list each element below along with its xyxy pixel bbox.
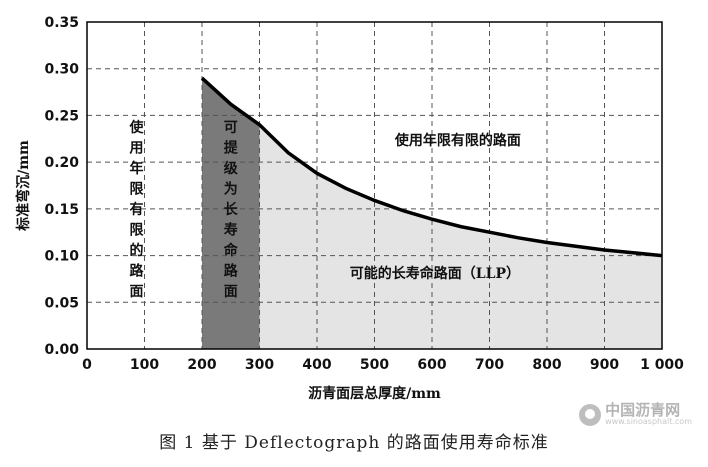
deflection-curve	[200, 76, 663, 258]
watermark-url: www.sinoasphalt.com	[605, 417, 692, 426]
x-tick-label: 500	[360, 357, 389, 373]
x-tick-label: 300	[245, 357, 274, 373]
region-fill-1	[202, 78, 260, 350]
y-tick-label: 0.15	[44, 202, 79, 218]
y-tick-label: 0.10	[44, 249, 79, 265]
x-tick-label: 1 000	[640, 357, 684, 373]
x-tick-label: 600	[417, 357, 446, 373]
x-tick-label: 700	[475, 357, 504, 373]
y-tick-label: 0.35	[44, 15, 79, 31]
region-label-1: 可提级为长寿命路面	[223, 120, 239, 300]
watermark-text: 中国沥青网 www.sinoasphalt.com	[605, 403, 692, 426]
region-fill-3	[259, 124, 662, 350]
watermark-logo-icon	[579, 403, 602, 426]
y-tick-label: 0.00	[44, 342, 79, 358]
plot-frame	[86, 21, 663, 350]
x-tick-label: 800	[532, 357, 561, 373]
x-axis-title: 沥青面层总厚度/mm	[308, 385, 441, 402]
region-label-2: 使用年限有限的路面	[394, 132, 521, 149]
y-tick-label: 0.25	[44, 108, 79, 124]
figure-caption: 图 1 基于 Deflectograph 的路面使用寿命标准	[159, 433, 549, 453]
x-tick-label: 900	[590, 357, 619, 373]
region-label-3: 可能的长寿命路面（LLP）	[350, 265, 520, 282]
x-tick-label: 200	[187, 357, 216, 373]
y-tick-label: 0.05	[44, 295, 79, 311]
watermark: 中国沥青网 www.sinoasphalt.com	[579, 403, 692, 426]
x-tick-label: 0	[82, 357, 92, 373]
watermark-name: 中国沥青网	[605, 401, 681, 419]
y-axis-title: 标准弯沉/mm	[15, 140, 32, 232]
y-tick-label: 0.30	[44, 62, 79, 78]
y-tick-label: 0.20	[44, 155, 79, 171]
x-tick-label: 100	[130, 357, 159, 373]
x-tick-label: 400	[302, 357, 331, 373]
region-label-0: 使用年限有限的路面	[128, 119, 144, 300]
deflection-chart: 0 100 200 300 400 500 600 700 800 900 1 000 0.00 0.0…	[15, 15, 684, 402]
